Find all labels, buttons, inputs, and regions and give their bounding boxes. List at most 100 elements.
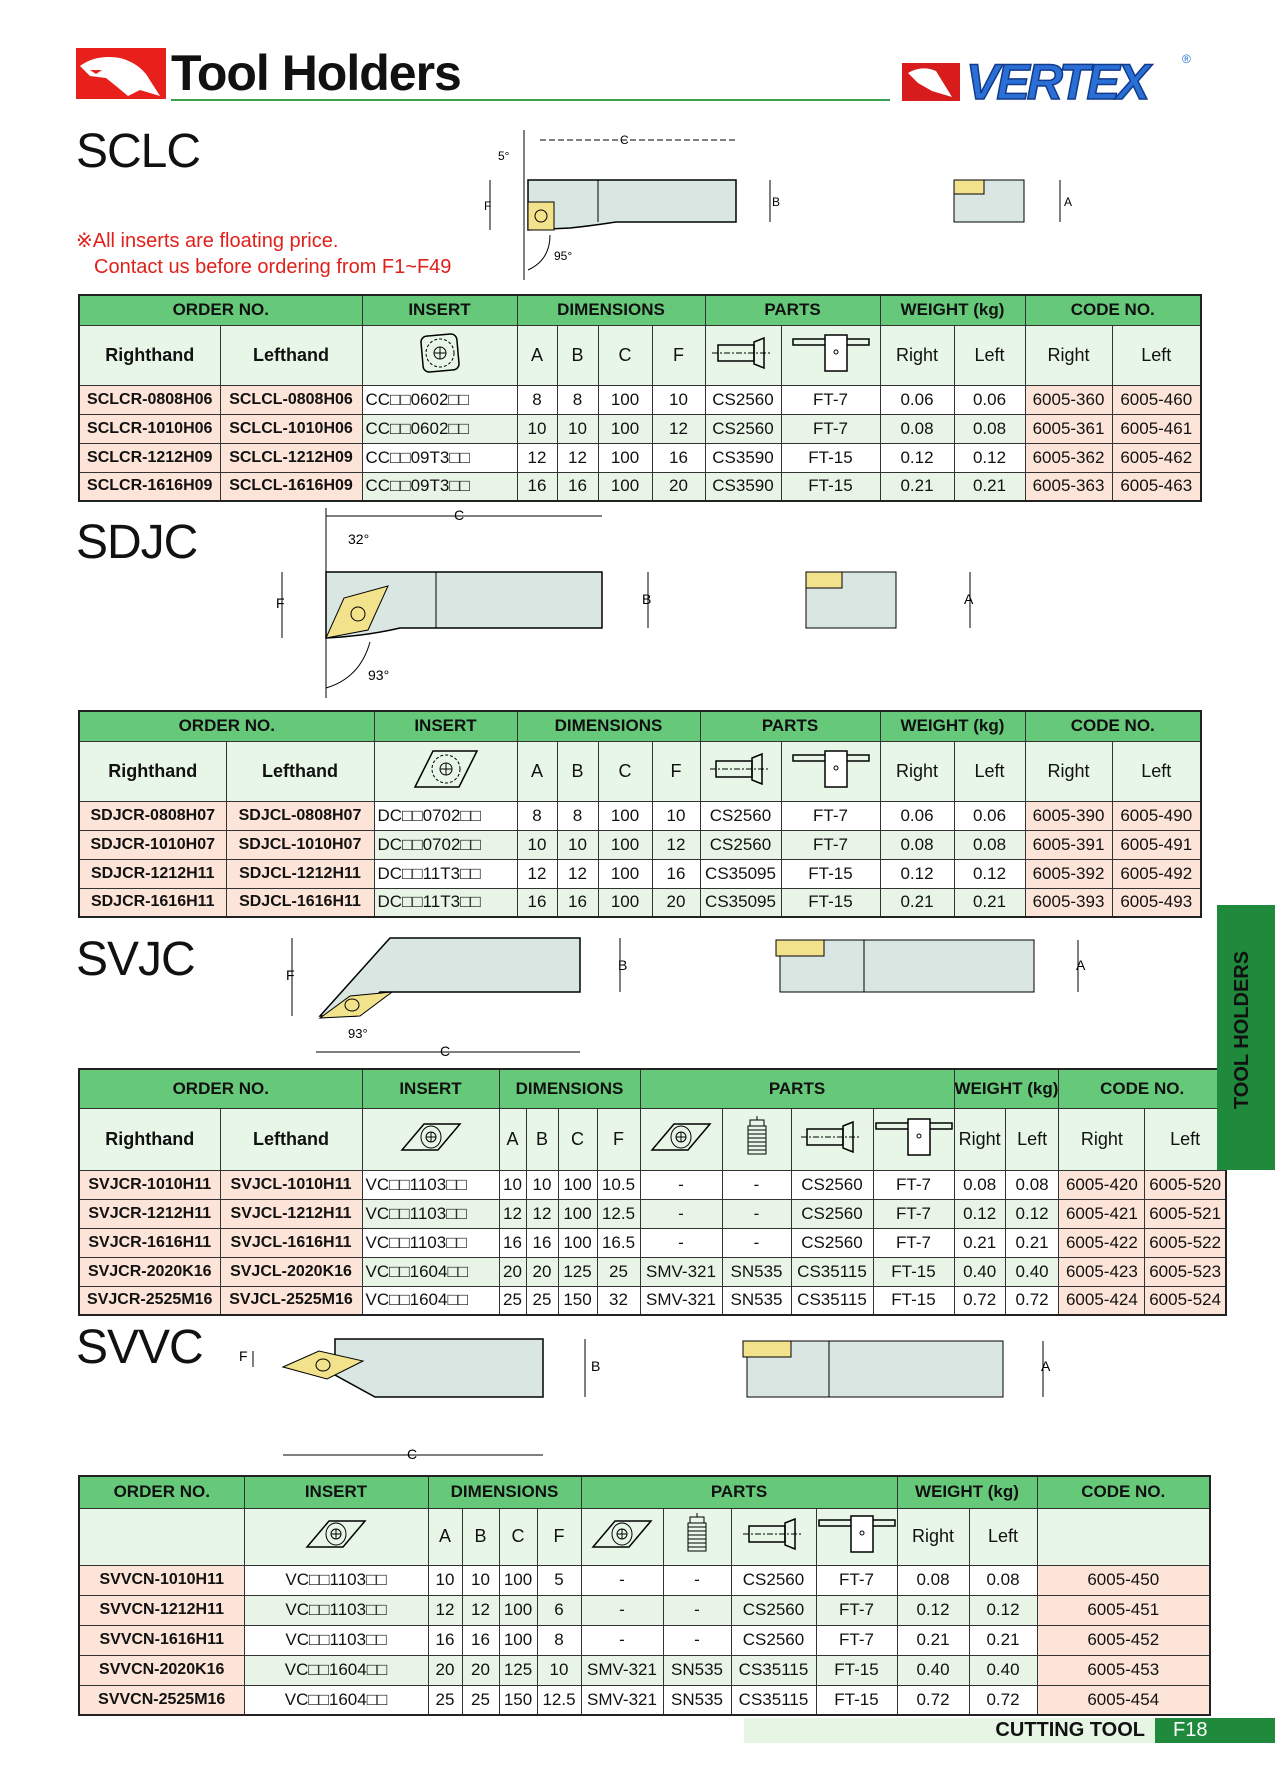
code-number-cell: 6005-452 <box>1036 1624 1211 1656</box>
value-cell: 32 <box>596 1285 641 1316</box>
value-cell: 5 <box>536 1564 582 1596</box>
value-cell: - <box>662 1594 732 1626</box>
column-header: Lefthand <box>219 324 363 386</box>
order-number-cell: SVJCR-1010H11 <box>78 1169 221 1200</box>
column-header: C <box>597 324 653 386</box>
section-title-sclc: SCLC <box>76 125 201 178</box>
value-cell: 100 <box>557 1198 598 1229</box>
value-cell: - <box>721 1227 792 1258</box>
order-number-cell: SCLCL-1010H06 <box>219 413 363 444</box>
code-number-cell: 6005-520 <box>1144 1169 1227 1200</box>
code-number-cell: 6005-461 <box>1111 413 1202 444</box>
svjc-diagram: F B 93° C A <box>286 937 1086 1059</box>
value-cell: 0.12 <box>879 442 955 473</box>
value-cell: 25 <box>596 1256 641 1287</box>
shim-icon <box>639 1107 723 1171</box>
value-cell: 125 <box>498 1654 538 1686</box>
value-cell: 10 <box>498 1169 527 1200</box>
svjc-table: ORDER NO. INSERT DIMENSIONS PARTS WEIGHT (kg… <box>78 1068 1227 1316</box>
group-header-row: ORDER NO. INSERT DIMENSIONS PARTS WEIGHT (kg… <box>78 294 1202 326</box>
value-cell: - <box>580 1564 664 1596</box>
group-header-dimensions: DIMENSIONS <box>516 294 706 326</box>
value-cell: 8 <box>556 800 599 831</box>
column-header: C <box>498 1507 538 1566</box>
order-number-cell: SVVCN-1616H11 <box>78 1624 245 1656</box>
value-cell: CS2560 <box>704 413 782 444</box>
value-cell: FT-7 <box>815 1564 898 1596</box>
column-header-row: Righthand Lefthand A B C F Right Left Right Left <box>78 740 1202 802</box>
order-number-cell: SVVCN-1212H11 <box>78 1594 245 1626</box>
code-number-cell: 6005-363 <box>1024 471 1113 502</box>
insert-cell: CC□□09T3□□ <box>361 442 518 473</box>
sclc-diagram: C 5° F B 95° A <box>484 130 1072 280</box>
value-cell: 100 <box>498 1564 538 1596</box>
insert-cell: DC□□11T3□□ <box>373 887 518 918</box>
order-number-cell: SVJCL-1010H11 <box>219 1169 363 1200</box>
column-header: Left <box>953 324 1026 386</box>
column-header: A <box>498 1107 527 1171</box>
value-cell: 150 <box>498 1684 538 1716</box>
value-cell: 0.12 <box>879 858 955 889</box>
table-row: SCLCR-1616H09 SCLCL-1616H09 CC□□09T3□□ 16 16… <box>78 471 1202 502</box>
group-header-parts: PARTS <box>699 710 881 742</box>
code-number-cell: 6005-492 <box>1111 858 1202 889</box>
value-cell: 0.21 <box>1004 1227 1060 1258</box>
value-cell: 0.08 <box>896 1564 970 1596</box>
table-row: SVJCR-1212H11 SVJCL-1212H11 VC□□1103□□ 12 12… <box>78 1198 1227 1229</box>
value-cell: 100 <box>597 858 653 889</box>
order-number-cell: SVJCR-2020K16 <box>78 1256 221 1287</box>
table-row: SDJCR-1010H07 SDJCL-1010H07 DC□□0702□□ 10 10… <box>78 829 1202 860</box>
value-cell: 12.5 <box>536 1684 582 1716</box>
dim-f-label: F <box>239 1348 248 1364</box>
order-number-cell: SCLCL-1212H09 <box>219 442 363 473</box>
shim-icon <box>580 1507 664 1566</box>
sdjc-diagram: C 32° F B 93° A <box>276 508 974 698</box>
value-cell: FT-7 <box>872 1169 955 1200</box>
group-header-order-no: ORDER NO. <box>78 1475 245 1509</box>
wrench-icon <box>780 740 881 802</box>
column-header: Left <box>968 1507 1038 1566</box>
value-cell: CS2560 <box>730 1624 817 1656</box>
code-number-cell: 6005-451 <box>1036 1594 1211 1626</box>
group-header-order-no: ORDER NO. <box>78 294 363 326</box>
value-cell: FT-15 <box>815 1654 898 1686</box>
value-cell: CS2560 <box>704 384 782 415</box>
value-cell: CS3590 <box>704 471 782 502</box>
value-cell: 10.5 <box>596 1169 641 1200</box>
column-header-row: Righthand Lefthand A B C F Right Left Right Left <box>78 324 1202 386</box>
column-header: A <box>516 740 558 802</box>
column-header: A <box>427 1507 463 1566</box>
order-number-cell: SCLCL-1616H09 <box>219 471 363 502</box>
angle-label: 93° <box>368 667 389 683</box>
dim-c-label: C <box>454 508 464 523</box>
group-header-row: ORDER NO. INSERT DIMENSIONS PARTS WEIGHT (kg… <box>78 710 1202 742</box>
section-title-svjc: SVJC <box>76 933 196 986</box>
shim-screw-icon <box>662 1507 732 1566</box>
code-number-cell: 6005-393 <box>1024 887 1113 918</box>
value-cell: 16 <box>516 887 558 918</box>
dim-c-label: C <box>407 1446 417 1462</box>
code-number-cell: 6005-390 <box>1024 800 1113 831</box>
value-cell: 16 <box>651 442 706 473</box>
code-number-cell: 6005-522 <box>1144 1227 1227 1258</box>
dim-b-label: B <box>591 1358 600 1374</box>
value-cell: FT-15 <box>780 858 881 889</box>
value-cell: 0.40 <box>1004 1256 1060 1287</box>
column-header: Right <box>1058 1107 1146 1171</box>
order-number-cell: SDJCR-1616H11 <box>78 887 227 918</box>
value-cell: 0.08 <box>879 413 955 444</box>
value-cell: 0.08 <box>953 1169 1006 1200</box>
group-header-code-no: CODE NO. <box>1036 1475 1211 1509</box>
value-cell: SN535 <box>721 1285 792 1316</box>
side-tab-label: TOOL HOLDERS <box>1231 950 1253 1110</box>
value-cell: 0.72 <box>1004 1285 1060 1316</box>
column-header-row: A B C F Right Left <box>78 1507 1211 1566</box>
value-cell: 0.12 <box>968 1594 1038 1626</box>
group-header-row: ORDER NO. INSERT DIMENSIONS PARTS WEIGHT (kg… <box>78 1475 1211 1509</box>
value-cell: 0.21 <box>879 887 955 918</box>
insert-cell: DC□□0702□□ <box>373 800 518 831</box>
insert-cell: DC□□0702□□ <box>373 829 518 860</box>
value-cell: 12 <box>651 413 706 444</box>
value-cell: 0.12 <box>896 1594 970 1626</box>
column-header: F <box>651 324 706 386</box>
